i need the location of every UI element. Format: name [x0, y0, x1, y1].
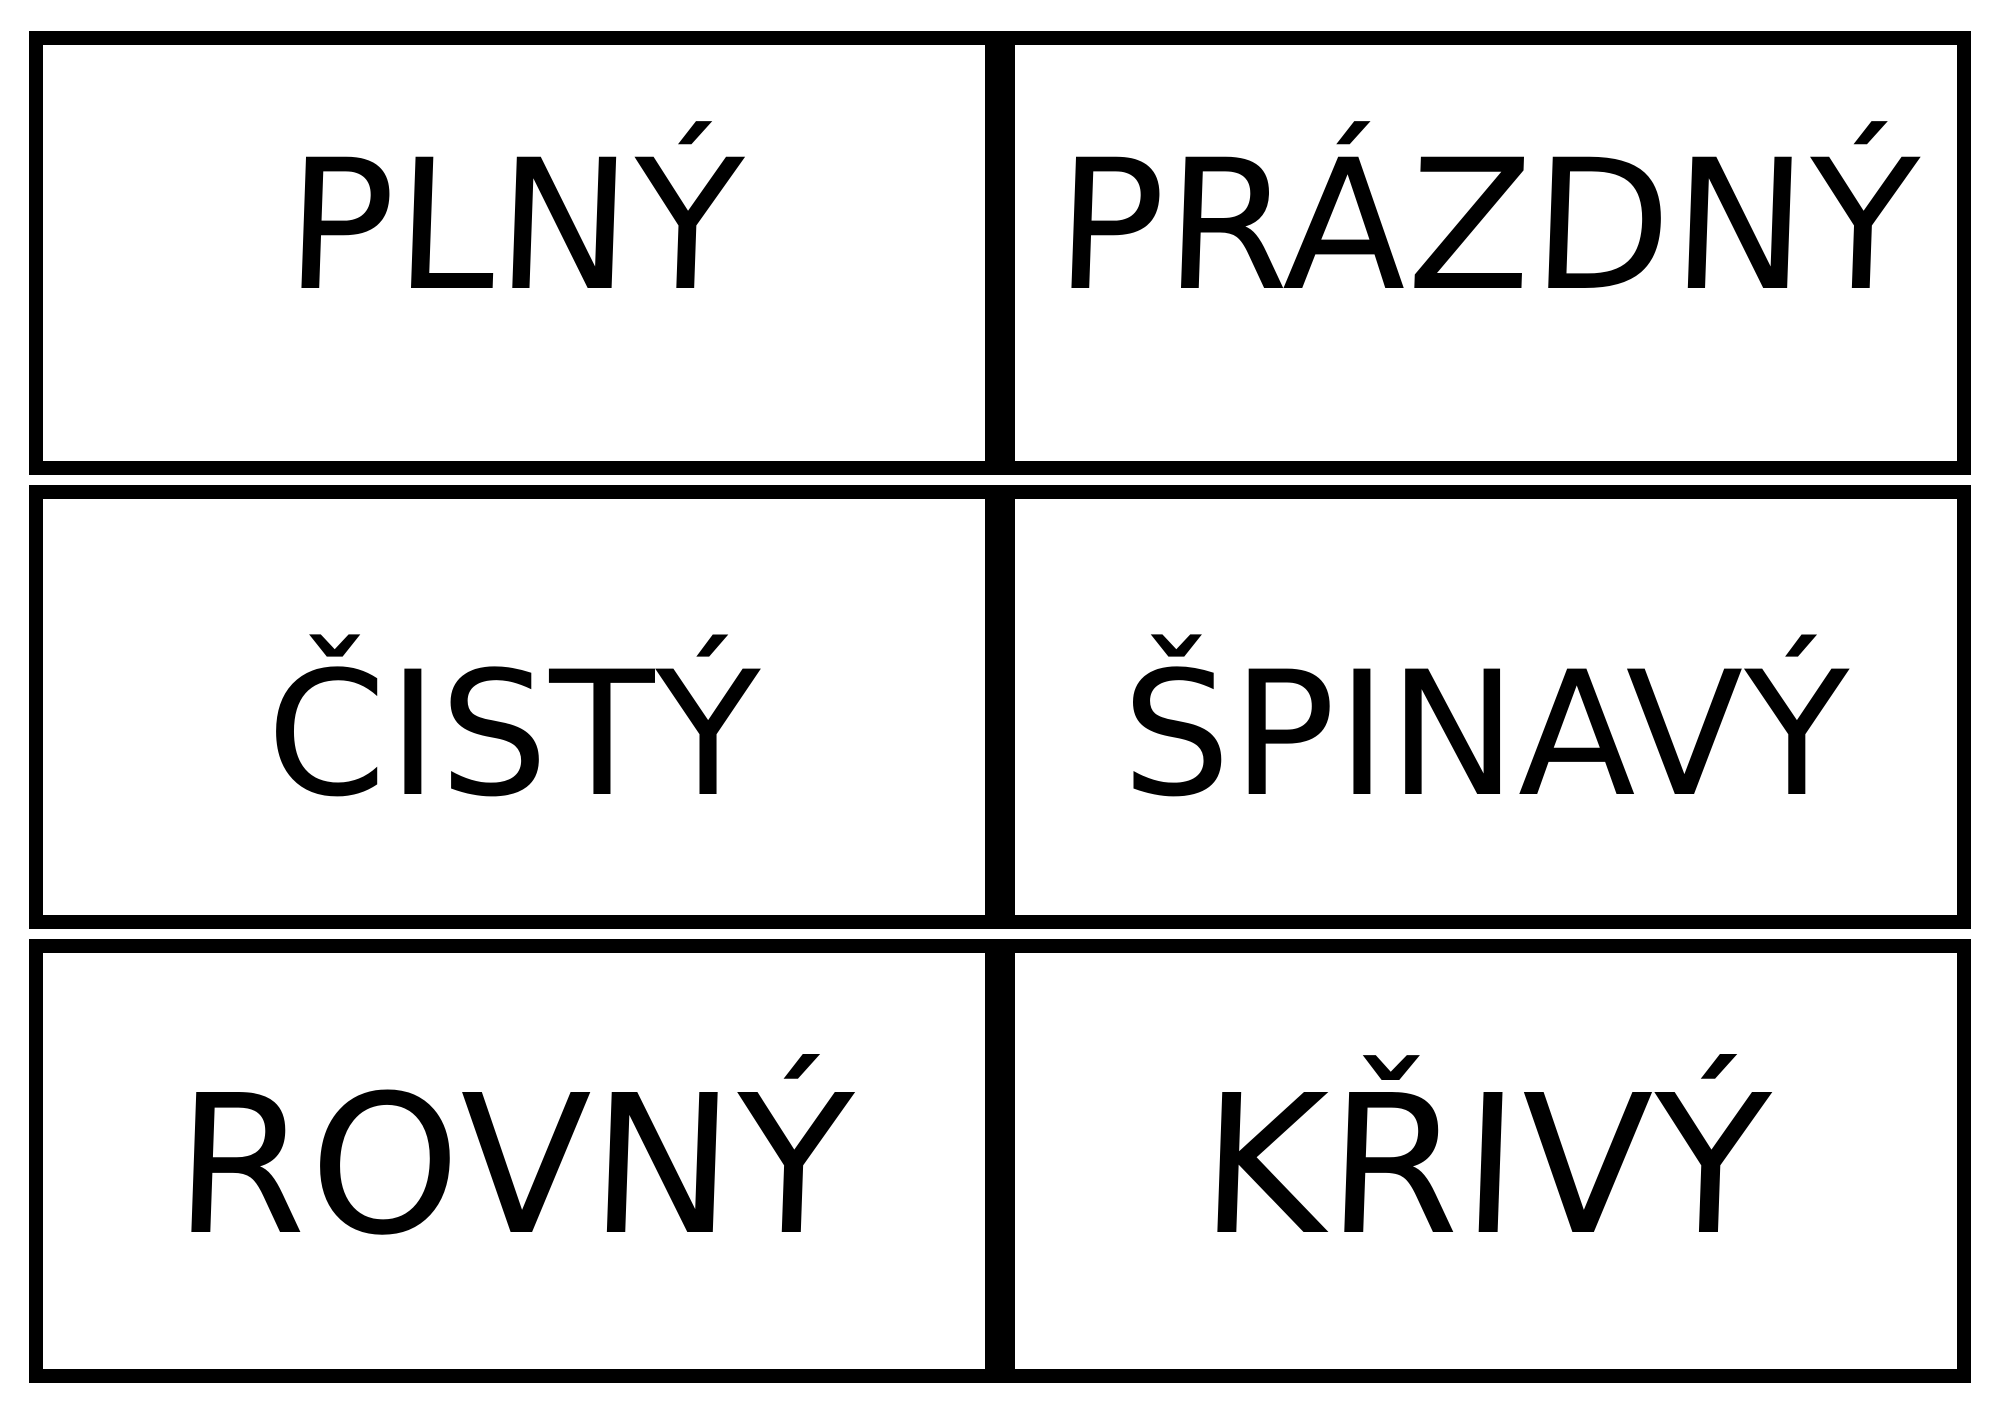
card-row-1: PLNÝ PRÁZDNÝ [29, 31, 1971, 475]
card-plny: PLNÝ [43, 45, 985, 461]
vertical-divider [985, 45, 1015, 461]
card-krivy: KŘIVÝ [1015, 953, 1957, 1369]
card-word: ROVNÝ [170, 1055, 857, 1278]
card-cisty: ČISTÝ [43, 499, 985, 915]
card-spinavy: ŠPINAVÝ [1015, 499, 1957, 915]
card-row-3: ROVNÝ KŘIVÝ [29, 939, 1971, 1383]
card-rovny: ROVNÝ [43, 953, 985, 1369]
card-word: PLNÝ [282, 122, 748, 331]
vertical-divider [985, 499, 1015, 915]
flashcard-grid: PLNÝ PRÁZDNÝ ČISTÝ ŠPINAVÝ ROVNÝ KŘIVÝ [29, 31, 1971, 1383]
vertical-divider [985, 953, 1015, 1369]
card-word: ŠPINAVÝ [1121, 634, 1851, 835]
card-prazdny: PRÁZDNÝ [1015, 45, 1957, 461]
card-word: PRÁZDNÝ [1051, 122, 1923, 331]
card-row-2: ČISTÝ ŠPINAVÝ [29, 485, 1971, 929]
card-word: ČISTÝ [266, 634, 762, 835]
card-word: KŘIVÝ [1197, 1055, 1775, 1278]
